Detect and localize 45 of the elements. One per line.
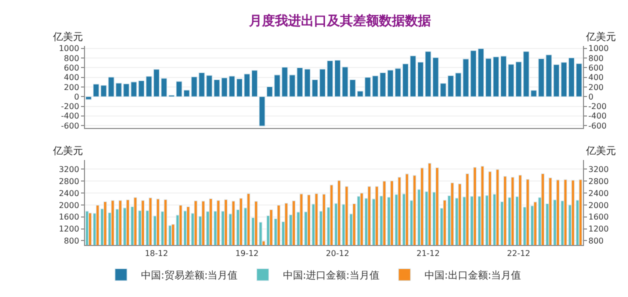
y2-tick-label: 200: [588, 82, 604, 92]
y2-tick-label: 1200: [588, 224, 609, 234]
y2-tick-label: 600: [588, 63, 604, 72]
legend-label: 中国:进口金额:当月值: [282, 270, 380, 282]
y-tick-label: -600: [61, 121, 80, 130]
y2-tick-label: 400: [588, 73, 604, 82]
y2-tick-label: -600: [588, 121, 607, 130]
y-tick-label: 0: [74, 92, 80, 102]
y-tick-label: 1200: [58, 224, 80, 234]
x-tick-label: 19-12: [235, 248, 259, 258]
y-tick-label: 2000: [58, 200, 80, 210]
y2-tick-label: 2000: [588, 200, 609, 210]
y-tick-label: 800: [64, 54, 80, 63]
x-tick-label: 22-12: [507, 248, 530, 258]
y2-tick-label: 0: [588, 92, 594, 102]
legend-label: 中国:贸易差额:当月值: [141, 270, 238, 282]
y2-axis-title: 亿美元: [585, 145, 616, 157]
x-tick-label: 21-12: [416, 248, 440, 258]
y-tick-label: 1000: [58, 44, 80, 54]
y-tick-label: 3200: [58, 164, 80, 174]
y2-tick-label: 2800: [588, 176, 609, 186]
y2-tick-label: 2400: [588, 188, 609, 198]
y-tick-label: 2400: [58, 188, 80, 198]
y-tick-label: 400: [64, 73, 80, 82]
y-tick-label: -200: [61, 102, 80, 112]
chart-title: 月度我进出口及其差额数据数据: [248, 13, 431, 29]
legend-label: 中国:出口金额:当月值: [424, 270, 522, 282]
y2-tick-label: 1600: [588, 212, 609, 222]
y-axis-title: 亿美元: [52, 31, 83, 43]
y-tick-label: 600: [64, 63, 80, 72]
y2-tick-label: -200: [588, 102, 607, 112]
y-tick-label: 1600: [58, 212, 80, 222]
y2-axis-title: 亿美元: [585, 31, 616, 43]
y-tick-label: -400: [61, 112, 80, 121]
y2-tick-label: -400: [588, 112, 607, 121]
x-tick-label: 18-12: [144, 248, 168, 258]
y2-tick-label: 1000: [588, 44, 609, 54]
y-tick-label: 800: [64, 236, 80, 246]
y2-tick-label: 800: [588, 54, 604, 63]
y2-tick-label: 800: [588, 236, 604, 246]
y2-tick-label: 3200: [588, 164, 609, 174]
x-tick-label: 20-12: [326, 248, 350, 258]
y-tick-label: 2800: [58, 176, 80, 186]
y-axis-title: 亿美元: [52, 145, 83, 157]
y-tick-label: 200: [64, 82, 80, 92]
